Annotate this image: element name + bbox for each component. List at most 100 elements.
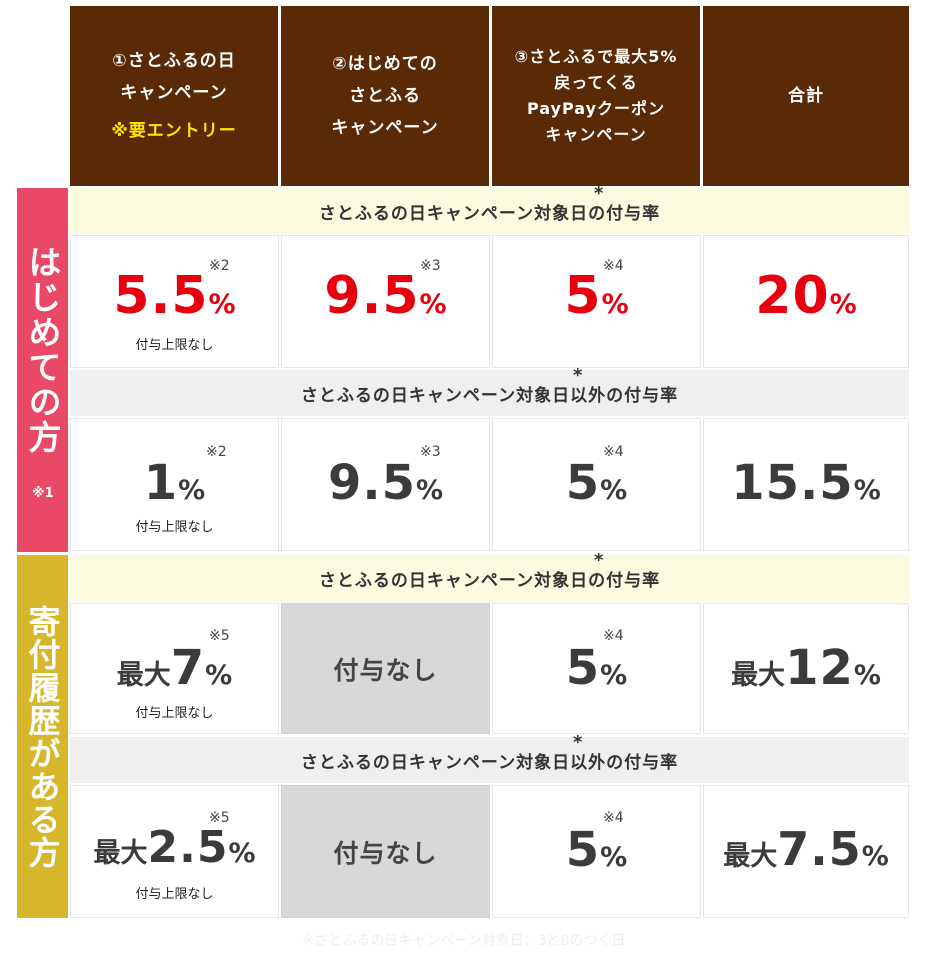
first-target-total: 20%: [703, 235, 909, 368]
first-target-bar: さとふるの日キャンペーン対象日の付与率: [70, 188, 909, 234]
history-target-c1-number: 7: [170, 640, 206, 696]
history-non-target-total-prefix: 最大: [723, 841, 778, 872]
first-target-c2-unit: %: [419, 289, 447, 320]
history-non-target-c1-note: ※5: [209, 810, 230, 826]
first-non-target-c3-unit: %: [600, 475, 628, 506]
first-target-c2-number: 9.5: [324, 266, 420, 326]
first-non-target-total-value: 15.5%: [704, 455, 908, 511]
history-target-c1-note: ※5: [209, 628, 230, 644]
header-campaign-2: ②はじめての さとふる キャンペーン: [281, 6, 489, 186]
first-non-target-total: 15.5%: [703, 418, 909, 551]
first-target-c1-unit: %: [208, 289, 236, 320]
header-campaign-3-line-3: PayPayクーポン: [526, 99, 666, 118]
history-target-total: 最大12%: [703, 603, 909, 734]
history-side-label: 寄付履歴がある方: [17, 555, 68, 918]
first-target-asterisk: *: [594, 183, 604, 204]
entry-required-label: ※要エントリー: [111, 121, 237, 141]
header-campaign-2-line-2: さとふる: [349, 86, 421, 106]
history-target-total-unit: %: [853, 660, 881, 691]
history-non-target-c2-no-grant: 付与なし: [333, 838, 438, 868]
header-campaign-2-line-1: ②はじめての: [332, 54, 438, 74]
first-non-target-c2-value: 9.5%: [282, 455, 489, 511]
history-non-target-c1-prefix: 最大: [93, 838, 148, 869]
history-non-target-c1-value: 最大2.5%: [71, 822, 278, 873]
history-non-target-c3-number: 5: [565, 822, 601, 878]
history-target-c2-no-grant: 付与なし: [333, 655, 438, 685]
history-non-target-c3-unit: %: [600, 842, 628, 873]
first-non-target-c2-number: 9.5: [327, 455, 416, 511]
history-target-total-number: 12: [785, 640, 854, 696]
first-non-target-c1-unit: %: [178, 475, 206, 506]
history-non-target-total-unit: %: [861, 841, 889, 872]
first-time-side-label: はじめての方 ※1: [17, 188, 68, 552]
header-campaign-3-line-4: キャンペーン: [545, 125, 647, 144]
history-target-c1-unit: %: [205, 660, 233, 691]
header-campaign-3: ③さとふるで最大5% 戻ってくる PayPayクーポン キャンペーン: [492, 6, 700, 186]
first-non-target-c3-value: 5%: [493, 455, 700, 511]
first-target-c1-number: 5.5: [113, 266, 209, 326]
first-target-total-unit: %: [829, 289, 857, 320]
history-target-c1-prefix: 最大: [116, 660, 171, 691]
first-target-c1-value: 5.5%: [71, 266, 278, 326]
history-target-c2: 付与なし: [281, 603, 490, 734]
first-target-bar-label: さとふるの日キャンペーン対象日の付与率: [318, 203, 661, 224]
first-target-c1: ※2 5.5% 付与上限なし: [70, 235, 279, 368]
first-target-c3-note: ※4: [603, 258, 624, 274]
first-target-c3-value: 5%: [493, 266, 700, 326]
first-non-target-c1-number: 1: [143, 455, 179, 511]
first-non-target-c1-note: ※2: [206, 444, 227, 460]
header-campaign-3-line-2: 戻ってくる: [554, 73, 638, 92]
history-non-target-c1-unit: %: [228, 838, 256, 869]
history-target-total-prefix: 最大: [731, 660, 786, 691]
first-target-c3: ※4 5%: [492, 235, 701, 368]
first-non-target-c1: ※2 1% 付与上限なし: [70, 418, 279, 551]
first-non-target-c2-unit: %: [415, 475, 444, 506]
first-non-target-bar-label: さとふるの日キャンペーン対象日以外の付与率: [300, 385, 679, 406]
first-non-target-total-number: 15.5: [731, 455, 854, 511]
history-label: 寄付履歴がある方: [23, 604, 62, 869]
header-total: 合計: [703, 6, 909, 186]
header-campaign-3-line-1: ③さとふるで最大5%: [514, 47, 678, 66]
first-target-total-value: 20%: [704, 266, 908, 326]
history-target-c3: ※4 5%: [492, 603, 701, 734]
first-non-target-c2-note: ※3: [420, 444, 441, 460]
history-non-target-bar: さとふるの日キャンペーン対象日以外の付与率: [70, 737, 909, 783]
history-non-target-c3-value: 5%: [493, 822, 700, 878]
history-target-c1-value: 最大7%: [71, 640, 278, 696]
first-non-target-asterisk: *: [573, 365, 583, 386]
target-day-footnote: ※さとふるの日キャンペーン対象日：3と8のつく日: [302, 933, 626, 949]
first-non-target-total-unit: %: [853, 475, 881, 506]
history-non-target-total-number: 7.5: [777, 822, 862, 876]
first-target-total-number: 20: [755, 266, 830, 326]
history-target-c3-number: 5: [565, 640, 601, 696]
history-target-asterisk: *: [594, 550, 604, 571]
history-non-target-c3-note: ※4: [603, 810, 624, 826]
history-target-c1-sub: 付与上限なし: [135, 706, 214, 721]
history-target-c1: ※5 最大7% 付与上限なし: [70, 603, 279, 734]
history-target-total-value: 最大12%: [704, 640, 908, 696]
header-campaign-1-line-1: ①さとふるの日: [112, 51, 236, 71]
first-non-target-c3-note: ※4: [603, 444, 624, 460]
first-target-c2-note: ※3: [420, 258, 441, 274]
first-non-target-c2: ※3 9.5%: [281, 418, 490, 551]
history-non-target-total: 最大7.5%: [703, 785, 909, 918]
header-campaign-2-line-3: キャンペーン: [331, 118, 439, 138]
history-non-target-bar-label: さとふるの日キャンペーン対象日以外の付与率: [300, 752, 679, 773]
first-time-note: ※1: [32, 486, 54, 501]
header-campaign-1-line-2: キャンペーン: [120, 83, 228, 103]
first-non-target-c1-value: 1%: [71, 455, 278, 511]
history-non-target-c1-number: 2.5: [147, 822, 229, 873]
first-non-target-c3-number: 5: [565, 455, 601, 511]
first-target-c2-value: 9.5%: [282, 266, 489, 326]
first-time-label: はじめての方: [23, 245, 62, 455]
first-target-c3-unit: %: [601, 289, 629, 320]
history-non-target-c3: ※4 5%: [492, 785, 701, 918]
first-target-c1-sub: 付与上限なし: [135, 338, 214, 353]
history-target-c3-unit: %: [600, 660, 628, 691]
history-non-target-c2: 付与なし: [281, 785, 490, 918]
history-non-target-asterisk: *: [573, 732, 583, 753]
first-target-c1-note: ※2: [209, 258, 230, 274]
first-target-c3-number: 5: [564, 266, 602, 326]
first-non-target-c3: ※4 5%: [492, 418, 701, 551]
header-total-label: 合計: [788, 86, 824, 106]
